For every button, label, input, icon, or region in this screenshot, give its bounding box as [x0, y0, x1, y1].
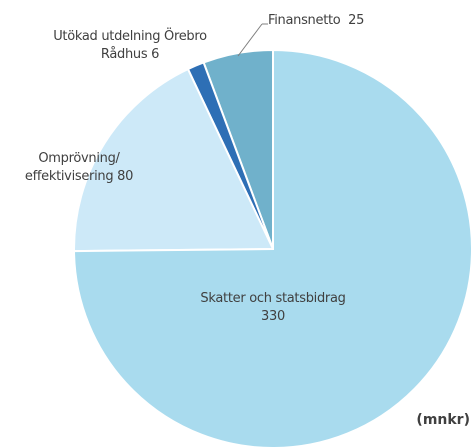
slice-label: Finansnetto 25: [268, 12, 364, 30]
slice-label: Utökad utdelning Örebro Rådhus 6: [50, 28, 210, 64]
pie-slice: [73, 67, 275, 253]
slice-value: 25: [348, 13, 365, 28]
slice-name: Skatter och statsbidrag: [200, 291, 346, 306]
unit-label: (mnkr): [416, 412, 470, 428]
slice-label: Skatter och statsbidrag 330: [200, 290, 346, 326]
slice-name: Finansnetto: [268, 13, 341, 28]
slice-value: 80: [117, 169, 134, 184]
slice-label: Omprövning/ effektivisering 80: [4, 150, 154, 186]
slice-name: Omprövning/ effektivisering: [24, 151, 120, 184]
pie-slice: [72, 48, 473, 448]
slice-value: 330: [261, 309, 285, 324]
leader-line: [237, 23, 263, 57]
slice-value: 6: [151, 47, 160, 62]
slice-name: Utökad utdelning Örebro Rådhus: [53, 29, 207, 62]
